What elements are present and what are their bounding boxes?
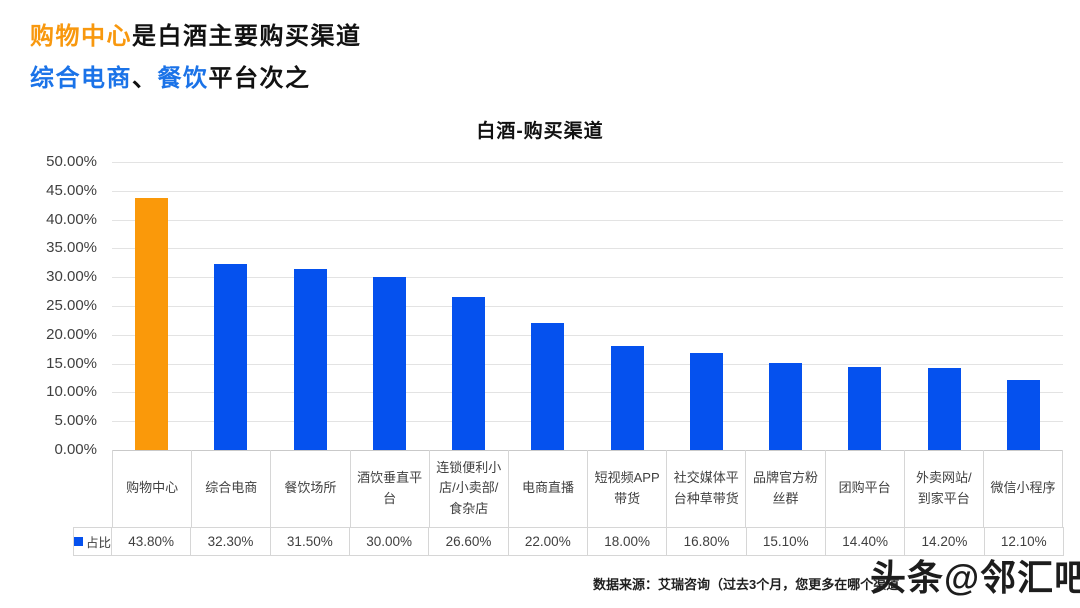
gridline [112, 306, 1063, 307]
bar [848, 367, 882, 450]
bar [531, 323, 565, 450]
headline-line1: 购物中心是白酒主要购买渠道 [30, 16, 362, 51]
legend-label: 占比 [86, 536, 112, 550]
bar [1006, 380, 1040, 450]
value-cell: 14.40% [826, 528, 906, 555]
gridline [112, 363, 1063, 365]
bar [293, 268, 327, 450]
gridline [112, 219, 1063, 221]
category-cell: 微信小程序 [984, 450, 1064, 527]
bar [610, 346, 644, 450]
value-cell: 12.10% [985, 528, 1064, 555]
headline-segment: 、 [132, 65, 158, 92]
category-cell: 酒饮垂直平台 [351, 450, 430, 527]
value-row: 占比 43.80% 32.30% 31.50% 30.00% 26.60% 22.00% 1… [73, 527, 1064, 556]
value-cell: 31.50% [271, 528, 350, 555]
category-cell: 团购平台 [826, 450, 905, 527]
headline-line2: 综合电商、餐饮平台次之 [30, 58, 311, 93]
category-cell: 短视频APP带货 [588, 450, 668, 527]
value-cell: 43.80% [112, 528, 192, 555]
bar [135, 197, 169, 450]
y-axis-tick-label: 45.00% [46, 181, 97, 199]
plot-area [112, 162, 1063, 451]
y-axis-tick-label: 35.00% [46, 239, 97, 257]
headline-segment: 购物中心 [30, 23, 132, 50]
bar [769, 363, 803, 450]
y-axis-tick-label: 40.00% [46, 210, 97, 228]
source-note: 数据来源：艾瑞咨询（过去3个月，您更多在哪个渠道 [593, 577, 900, 592]
value-cell: 22.00% [509, 528, 588, 555]
bar [689, 353, 723, 450]
y-axis: 50.00% 45.00% 40.00% 35.00% 30.00% 25.00% 20.0… [20, 153, 97, 458]
category-row: 购物中心 综合电商 餐饮场所 酒饮垂直平台 连锁便利小店/小卖部/食杂店 电商直播 短视频A… [112, 450, 1064, 527]
value-cell: 32.30% [191, 528, 271, 555]
y-axis-tick-label: 15.00% [46, 354, 97, 372]
headline-segment: 餐饮 [157, 65, 209, 92]
headline-segment: 综合电商 [30, 65, 132, 92]
category-cell: 购物中心 [112, 450, 193, 527]
y-axis-tick-label: 25.00% [46, 297, 97, 314]
category-cell: 社交媒体平台种草带货 [667, 450, 747, 527]
gridline [112, 162, 1063, 163]
chart-title: 白酒-购买渠道 [476, 121, 604, 142]
value-cell: 15.10% [747, 528, 826, 555]
category-cell: 外卖网站/到家平台 [905, 450, 984, 527]
y-axis-tick-label: 10.00% [46, 383, 97, 401]
legend-swatch-icon [74, 537, 83, 546]
bar [372, 277, 406, 450]
headline-segment: 是白酒主要购买渠道 [132, 23, 362, 50]
category-cell: 综合电商 [192, 450, 272, 527]
y-axis-tick-label: 50.00% [46, 153, 97, 170]
category-cell: 品牌官方粉丝群 [746, 450, 826, 527]
legend-cell: 占比 [73, 528, 112, 555]
y-axis-tick-label: 0.00% [54, 441, 97, 458]
bar [214, 263, 248, 450]
bar [452, 296, 486, 450]
value-cell: 16.80% [667, 528, 747, 555]
y-axis-tick-label: 30.00% [46, 268, 97, 286]
category-cell: 餐饮场所 [271, 450, 351, 527]
value-cell: 30.00% [350, 528, 430, 555]
gridline [112, 277, 1063, 279]
gridline [112, 190, 1063, 192]
gridline [112, 392, 1063, 394]
y-axis-tick-label: 5.00% [54, 412, 97, 430]
gridline [112, 334, 1063, 336]
y-axis-tick-label: 20.00% [46, 325, 97, 343]
watermark: 头条@邻汇吧 [870, 557, 1080, 598]
gridline [112, 421, 1063, 423]
category-cell: 电商直播 [509, 450, 589, 527]
value-cell: 18.00% [588, 528, 668, 555]
headline-segment: 平台次之 [208, 65, 311, 92]
category-cell: 连锁便利小店/小卖部/食杂店 [430, 450, 509, 527]
bar [927, 368, 961, 450]
value-cell: 14.20% [905, 528, 985, 555]
gridline [112, 248, 1063, 250]
value-cell: 26.60% [429, 528, 509, 555]
